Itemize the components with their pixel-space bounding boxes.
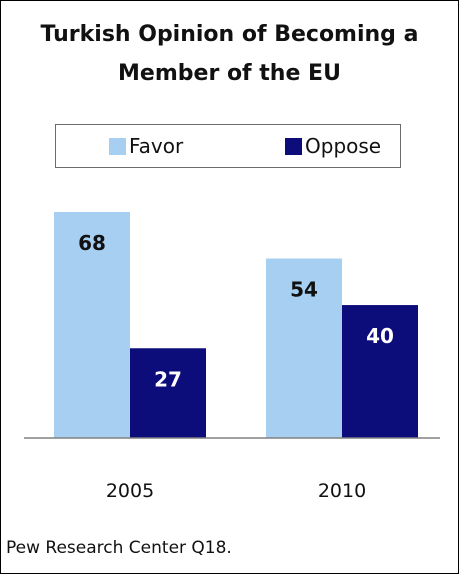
data-label-favor-2010: 54 — [290, 278, 318, 302]
x-tick-label-2005: 2005 — [106, 480, 154, 502]
bar-oppose-2010 — [342, 305, 418, 438]
chart-legend: Favor Oppose — [55, 124, 401, 168]
legend-item-favor: Favor — [109, 134, 183, 158]
data-label-favor-2005: 68 — [78, 231, 106, 255]
legend-item-oppose: Oppose — [285, 134, 381, 158]
bar-favor-2010 — [266, 258, 342, 438]
bar-oppose-2005 — [130, 348, 206, 438]
bar-favor-2005 — [54, 212, 130, 438]
data-label-oppose-2005: 27 — [154, 367, 182, 391]
data-label-oppose-2010: 40 — [366, 324, 394, 348]
source-note: Pew Research Center Q18. — [6, 538, 232, 558]
legend-swatch-oppose — [285, 137, 302, 155]
legend-label-oppose: Oppose — [305, 134, 382, 158]
x-tick-label-2010: 2010 — [318, 480, 366, 502]
chart-title-line-1: Turkish Opinion of Becoming a — [40, 22, 419, 47]
legend-label-favor: Favor — [129, 134, 184, 158]
chart-title-line-2: Member of the EU — [118, 61, 341, 86]
legend-swatch-favor — [109, 137, 126, 155]
